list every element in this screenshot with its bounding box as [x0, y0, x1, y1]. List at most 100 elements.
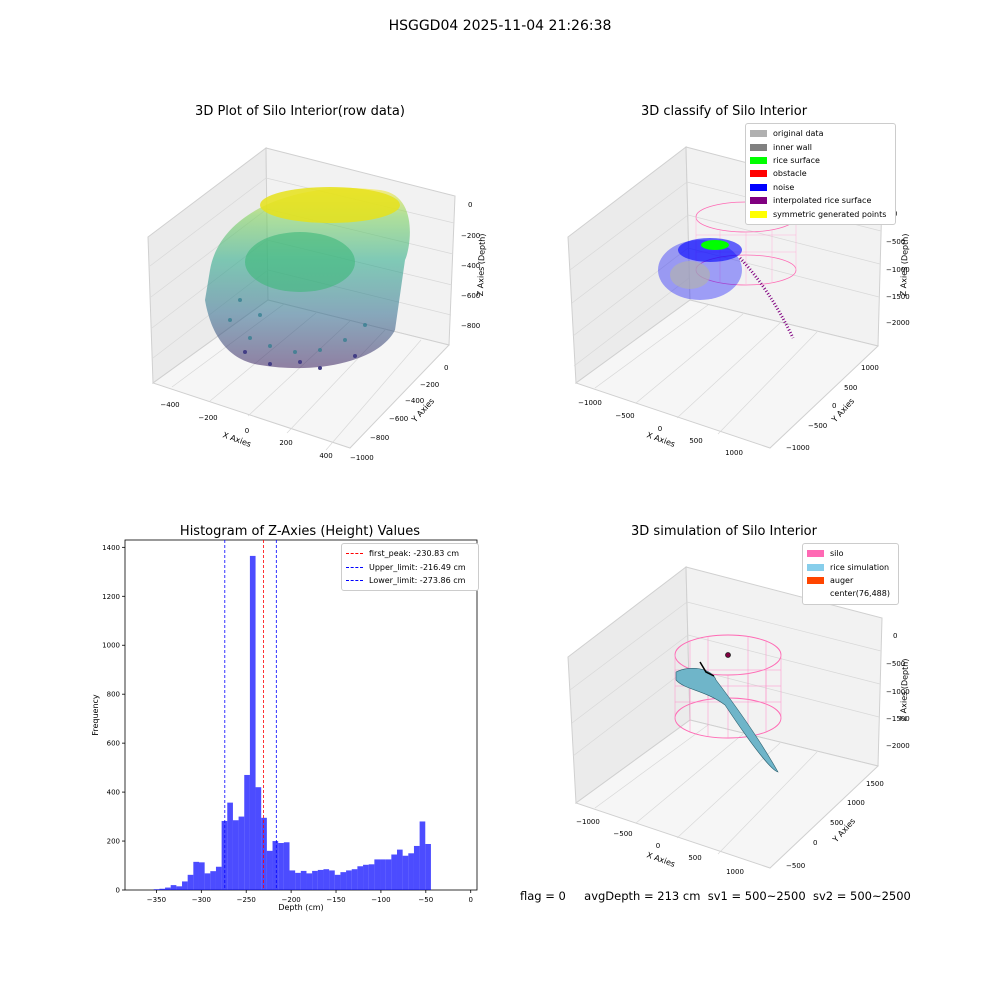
histogram-bar	[198, 862, 205, 890]
histogram-legend: first_peak: -230.83 cm Upper_limit: -216…	[341, 543, 479, 592]
legend-item: auger	[807, 574, 894, 587]
legend-swatch	[750, 197, 767, 205]
panel2-x-tick: 500	[689, 437, 702, 445]
histogram-bar	[210, 871, 216, 890]
histogram-bar	[425, 843, 431, 890]
histogram-y-tick: 800	[107, 691, 120, 699]
panel1-z-tick: −200	[461, 232, 480, 240]
histogram-y-tick: 1400	[102, 544, 120, 552]
histogram-bar	[261, 817, 267, 890]
panel4-z-tick: −1000	[886, 688, 910, 696]
histogram-y-tick: 200	[107, 838, 120, 846]
legend-swatch	[346, 553, 363, 555]
panel1-y-tick: −1000	[350, 454, 374, 462]
histogram-bar	[176, 886, 183, 890]
histogram-y-tick: 1000	[102, 642, 120, 650]
histogram-bar	[346, 870, 352, 890]
histogram-axes: −350 −300 −250 −200 −150 −100 −50 0 0 200 400 600 8…	[91, 539, 478, 912]
histogram-bar	[289, 870, 296, 890]
panel1-zlabel: Z Axies (Depth)	[476, 233, 487, 296]
legend-swatch	[750, 170, 767, 178]
panel1-title: 3D Plot of Silo Interior(row data)	[195, 104, 405, 119]
status-footer: flag = 0 avgDepth = 213 cm sv1 = 500~250…	[520, 889, 911, 903]
panel2-title: 3D classify of Silo Interior	[640, 104, 808, 119]
legend-item: Upper_limit: -216.49 cm	[346, 560, 474, 573]
histogram-bar	[278, 843, 284, 890]
legend-item: original data	[750, 127, 891, 140]
legend-swatch	[807, 563, 824, 571]
panel2-y-tick: −500	[808, 422, 827, 430]
histogram-x-tick: −300	[192, 896, 211, 904]
histogram-y-tick: 0	[116, 887, 120, 895]
histogram-x-tick: −150	[326, 896, 345, 904]
histogram-bar	[238, 816, 245, 890]
panel4-y-tick: 500	[830, 819, 843, 827]
legend-item: inner wall	[750, 140, 891, 153]
panel4-x-tick: 0	[656, 842, 660, 850]
legend-swatch	[750, 130, 767, 138]
histogram-bar	[312, 870, 318, 890]
legend-swatch	[807, 550, 824, 558]
histogram-bar	[266, 850, 273, 890]
histogram-bar	[419, 821, 426, 890]
panel1-y-tick: −800	[370, 434, 389, 442]
histogram-bar	[249, 555, 256, 890]
panel1-y-tick: −200	[420, 381, 439, 389]
legend-swatch	[750, 156, 767, 164]
histogram-bar	[272, 841, 279, 890]
histogram-bar	[385, 859, 392, 890]
histogram-bar	[306, 873, 313, 890]
panel4-y-tick: 0	[813, 839, 817, 847]
panel1-surface	[245, 232, 355, 292]
figure-title: HSGGD04 2025-11-04 21:26:38	[388, 18, 612, 34]
panel4-axes	[567, 566, 883, 869]
panel2-z-tick: −2000	[886, 319, 910, 327]
histogram-bar	[323, 869, 330, 890]
histogram-bar	[170, 885, 177, 890]
histogram-bar	[317, 869, 324, 890]
histogram-bar	[193, 861, 199, 890]
histogram-bar	[391, 854, 397, 890]
panel2-x-tick: −500	[615, 412, 634, 420]
panel4-x-tick: 500	[688, 854, 701, 862]
panel4-title: 3D simulation of Silo Interior	[631, 524, 817, 539]
panel1-z-tick: −400	[461, 262, 480, 270]
panel2-legend: original data inner wall rice surface ob…	[745, 123, 896, 225]
histogram-bar	[357, 866, 364, 890]
panel4-xlabel: X Axies	[645, 850, 676, 869]
histogram-bar	[380, 859, 386, 890]
panel2-rice-surface	[701, 240, 729, 250]
panel4-z-tick: −1500	[886, 715, 910, 723]
histogram-x-tick: 0	[468, 896, 472, 904]
panel1-x-tick: −400	[160, 401, 179, 409]
histogram-bar	[283, 842, 290, 890]
panel4-y-tick: −500	[786, 862, 805, 870]
histogram-bar	[159, 888, 166, 890]
panel1-y-tick: −600	[389, 415, 408, 423]
histogram-bar	[295, 872, 301, 890]
histogram-bar	[300, 870, 307, 890]
histogram-bar	[413, 845, 420, 890]
flag-text: flag = 0	[520, 889, 566, 903]
legend-item: interpolated rice surface	[750, 194, 891, 207]
histogram-xlabel: Depth (cm)	[278, 903, 323, 912]
panel2-z-tick: −500	[886, 238, 905, 246]
histogram-y-tick: 600	[107, 740, 120, 748]
legend-item: first_peak: -230.83 cm	[346, 547, 474, 560]
panel4-x-tick: 1000	[726, 868, 744, 876]
panel1-y-tick: −400	[405, 397, 424, 405]
panel1-z-tick: −600	[461, 292, 480, 300]
panel4-x-tick: −500	[613, 830, 632, 838]
panel2-zlabel: Z Axies (Depth)	[899, 233, 910, 296]
histogram-x-tick: −200	[282, 896, 301, 904]
histogram-bar	[374, 859, 381, 890]
histogram-bar	[368, 864, 375, 890]
legend-item: symmetric generated points	[750, 207, 891, 220]
panel2-y-tick: 0	[832, 402, 836, 410]
panel1-x-tick: 400	[319, 452, 332, 460]
legend-item: noise	[750, 181, 891, 194]
histogram-bar	[187, 874, 194, 890]
panel1-y-tick: 0	[444, 364, 448, 372]
histogram-x-tick: −100	[371, 896, 390, 904]
